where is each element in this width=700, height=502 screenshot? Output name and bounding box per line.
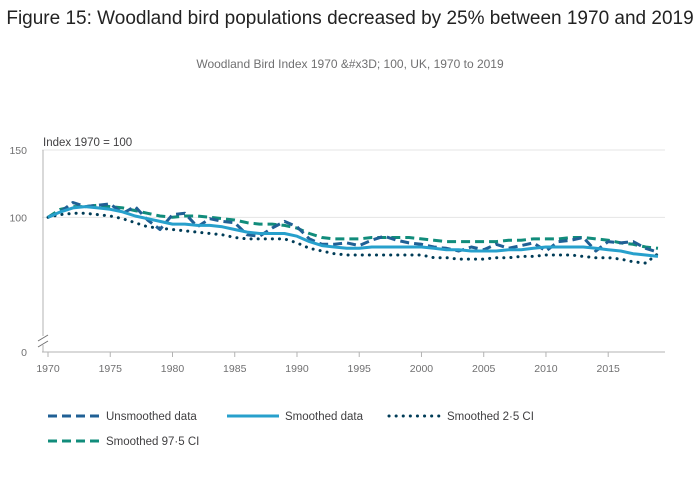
x-tick-label-2000: 2000 [410, 363, 434, 375]
axis-break-marker [37, 334, 49, 348]
x-tick-label-2010: 2010 [534, 363, 558, 375]
series-line-smoothed-97-5-ci [47, 203, 659, 250]
x-tick-label-1995: 1995 [348, 363, 372, 375]
chart-title: Figure 15: Woodland bird populations dec… [6, 8, 694, 29]
x-tick-label-1990: 1990 [285, 363, 309, 375]
y-tick-label-150: 150 [9, 145, 27, 157]
x-tick-label-1975: 1975 [99, 363, 123, 375]
legend-label-0: Unsmoothed data [106, 411, 197, 423]
x-tick-label-2015: 2015 [597, 363, 621, 375]
x-tick-label-1980: 1980 [161, 363, 185, 375]
gridlines [42, 149, 665, 218]
axes: 0 100 150 Index 1970 = 100 1970 1975 1980 1985 1… [9, 137, 665, 375]
legend: Unsmoothed data Smoothed data Smoothed 2·5… [48, 411, 534, 448]
y-tick-label-100: 100 [9, 212, 27, 224]
legend-label-3: Smoothed 97·5 CI [106, 436, 199, 448]
series-line-smoothed-data [47, 205, 659, 258]
legend-label-1: Smoothed data [285, 411, 364, 423]
y-axis-label: Index 1970 = 100 [43, 137, 132, 149]
series-line-unsmoothed-data [47, 201, 659, 254]
x-tick-label-1970: 1970 [36, 363, 60, 375]
x-tick-label-1985: 1985 [223, 363, 247, 375]
series-lines [46, 201, 660, 265]
y-tick-label-0: 0 [21, 347, 27, 359]
legend-label-2: Smoothed 2·5 CI [447, 411, 534, 423]
x-tick-label-2005: 2005 [472, 363, 496, 375]
chart-subtitle: Woodland Bird Index 1970 &#x3D; 100, UK,… [196, 57, 504, 71]
